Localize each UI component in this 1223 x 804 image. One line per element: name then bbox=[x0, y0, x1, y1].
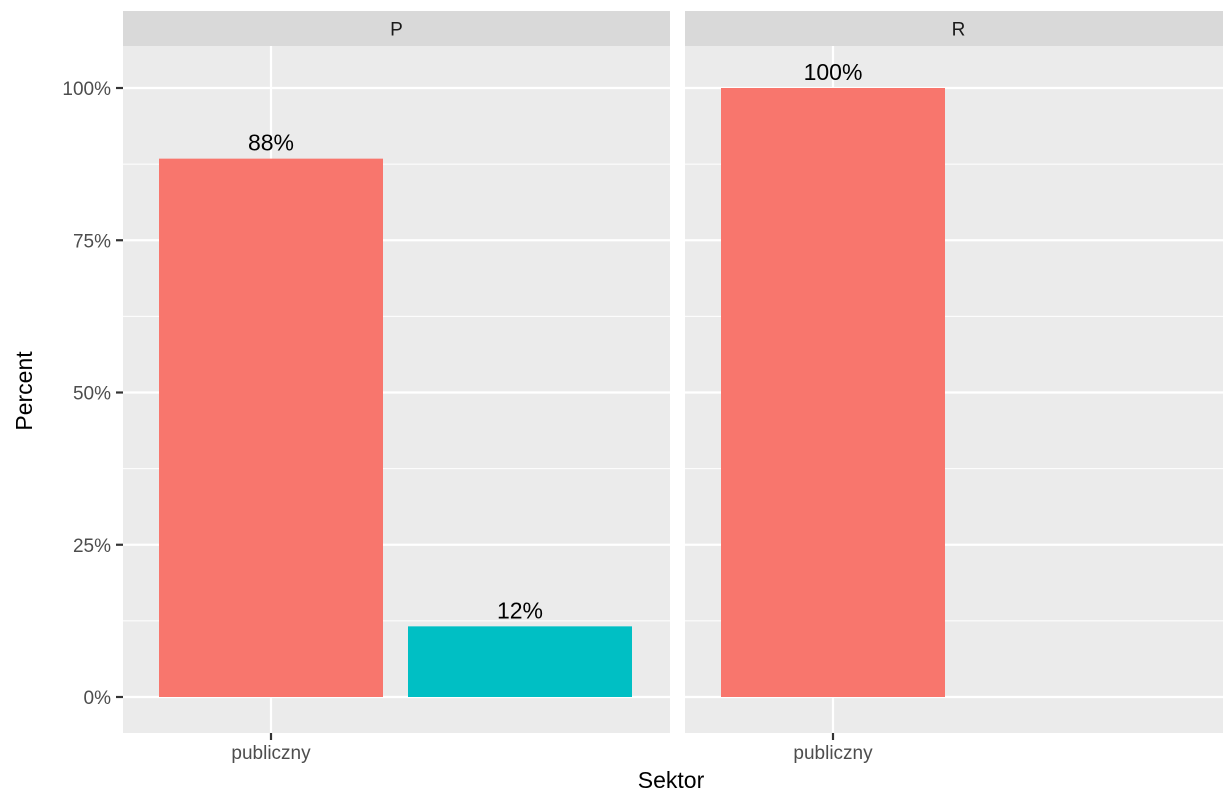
y-tick-label: 50% bbox=[73, 384, 111, 405]
y-tick-label: 25% bbox=[73, 536, 111, 557]
facet-strip-label: R bbox=[952, 20, 966, 41]
facet-panels: P 88% 12% publiczny R 100% publiczny bbox=[123, 11, 1223, 764]
facet-strip bbox=[685, 11, 1223, 46]
bar-data-label: 12% bbox=[497, 597, 543, 623]
bar-P-publiczny-1 bbox=[159, 158, 383, 698]
y-axis-title: Percent bbox=[11, 351, 37, 431]
x-tick-label: publiczny bbox=[231, 743, 311, 764]
facet-strip bbox=[123, 11, 670, 46]
facet-strip-label: P bbox=[390, 20, 403, 41]
x-axis-title: Sektor bbox=[638, 767, 705, 793]
bar-data-label: 88% bbox=[248, 130, 294, 156]
y-tick-label: 0% bbox=[84, 688, 112, 709]
bar-R-publiczny-1 bbox=[721, 88, 945, 697]
y-tick-label: 75% bbox=[73, 231, 111, 252]
y-tick-label: 100% bbox=[62, 79, 111, 100]
facet-panel-R: R 100% publiczny bbox=[685, 11, 1223, 764]
y-axis: 0% 25% 50% 75% 100% bbox=[62, 79, 123, 709]
facet-panel-P: P 88% 12% publiczny bbox=[123, 11, 670, 764]
bar-P-publiczny-2 bbox=[408, 626, 632, 697]
bar-data-label: 100% bbox=[804, 59, 863, 85]
x-tick-label: publiczny bbox=[793, 743, 873, 764]
